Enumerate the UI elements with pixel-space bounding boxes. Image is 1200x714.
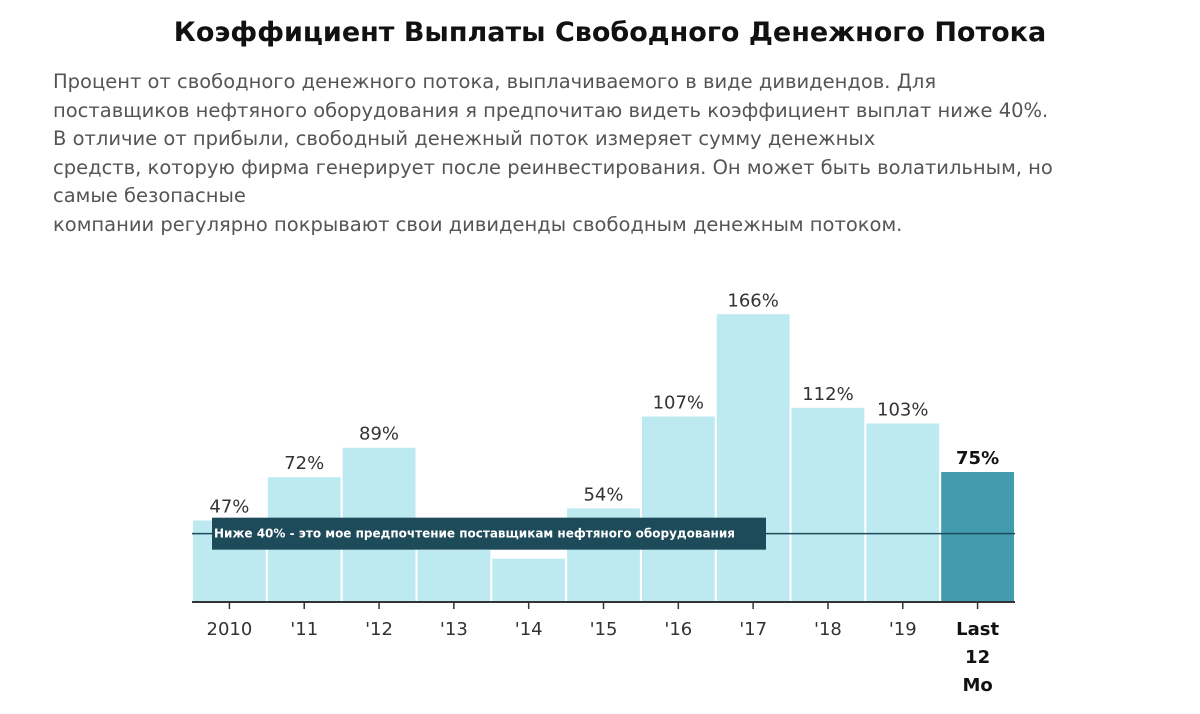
x-tick-label: '18 [814, 619, 842, 640]
description-line: Процент от свободного денежного потока, … [53, 70, 937, 93]
bar [791, 407, 865, 602]
chart-description: Процент от свободного денежного потока, … [53, 68, 1193, 240]
bar [417, 550, 491, 602]
bar [492, 558, 566, 602]
bar-value-label: 112% [802, 384, 853, 405]
bar-value-label: 166% [727, 290, 778, 311]
bar-value-label: 47% [209, 497, 249, 518]
x-tick-label: '14 [515, 619, 543, 640]
chart-title: Коэффициент Выплаты Свободного Денежного… [173, 17, 1047, 48]
reference-label: Ниже 40% - это мое предпочтение поставщи… [214, 527, 735, 541]
bar-highlight [941, 472, 1014, 602]
reference-label-box [212, 517, 766, 550]
description-line: поставщиков нефтяного оборудования я пре… [53, 98, 1049, 122]
description-line: компании регулярно покрывают свои дивиде… [53, 212, 903, 236]
x-tick-label: '19 [889, 619, 917, 640]
bar-value-label: 103% [877, 399, 928, 420]
bar [716, 314, 790, 602]
x-tick-label: Last 12 Mo [956, 619, 999, 696]
x-tick-label: 2010 [207, 619, 253, 640]
bar-value-label: 107% [653, 393, 704, 414]
description-line: В отличие от прибыли, свободный денежный… [53, 127, 876, 151]
x-tick-label: '12 [365, 619, 393, 640]
bar [641, 416, 715, 602]
x-tick-label: '15 [590, 619, 618, 640]
x-tick-label: '13 [440, 619, 468, 640]
bar [866, 423, 940, 602]
description-line: самые безопасные [53, 184, 246, 208]
bar-value-label: 54% [583, 484, 623, 505]
x-tick-label: '17 [739, 619, 767, 640]
bar-value-label: 89% [359, 424, 399, 445]
x-tick-label: '11 [290, 619, 318, 640]
x-tick-label: '16 [664, 619, 692, 640]
description-line: средств, которую фирма генерирует после … [53, 155, 1053, 179]
bar-value-label: 75% [956, 448, 999, 469]
bar-value-label: 72% [284, 453, 324, 474]
